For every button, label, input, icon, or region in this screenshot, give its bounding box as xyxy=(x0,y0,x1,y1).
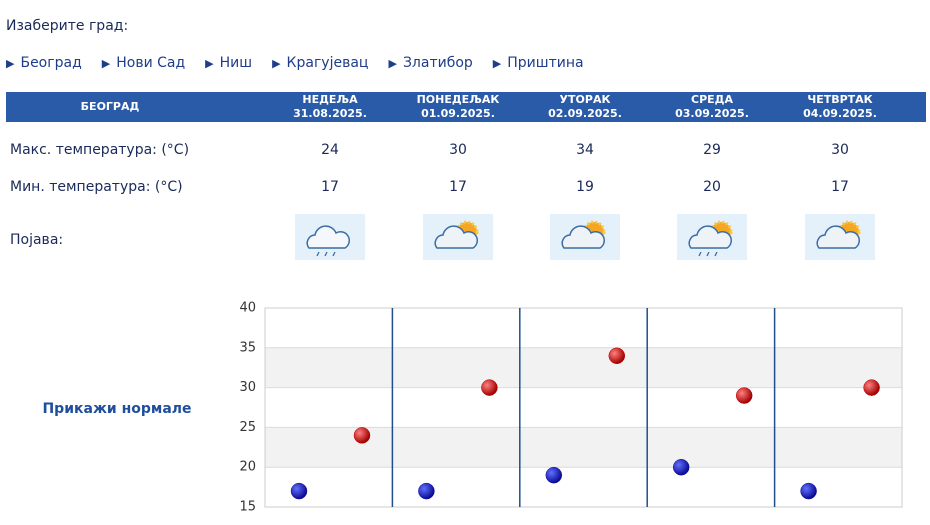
cell-value: 30 xyxy=(831,142,849,158)
city-link[interactable]: Ниш xyxy=(205,55,252,71)
point xyxy=(800,482,817,500)
day-name: СРЕДА xyxy=(691,93,733,106)
point xyxy=(608,347,626,365)
grid-band xyxy=(265,427,902,468)
y-tick-label: 20 xyxy=(239,460,256,475)
row-label: Макс. температура: (°C) xyxy=(10,142,189,158)
point xyxy=(481,379,498,396)
city-link[interactable]: Приштина xyxy=(493,55,583,71)
y-tick-label: 25 xyxy=(239,420,256,435)
day-date: 04.09.2025. xyxy=(803,107,877,120)
day-name: ЧЕТВРТАК xyxy=(807,93,872,106)
day-date: 31.08.2025. xyxy=(293,107,367,120)
day-date: 01.09.2025. xyxy=(421,107,495,120)
day-date: 03.09.2025. xyxy=(675,107,749,120)
weather-icon xyxy=(550,214,620,260)
header-bar xyxy=(6,92,926,122)
city-link[interactable]: Нови Сад xyxy=(102,55,185,71)
rain xyxy=(316,251,336,257)
point xyxy=(545,466,563,484)
city-list: Београд Нови Сад Ниш Крагујевац Златибор Приш… xyxy=(6,55,583,71)
cell-value: 24 xyxy=(321,142,339,158)
rain xyxy=(698,251,718,257)
cloud xyxy=(688,225,732,249)
point xyxy=(863,379,880,396)
point xyxy=(353,427,371,444)
day-name: УТОРАК xyxy=(560,93,611,106)
cloud xyxy=(816,225,860,249)
cell-value: 20 xyxy=(703,179,721,195)
y-tick-label: 35 xyxy=(239,340,256,355)
normals-link[interactable]: Прикажи нормале xyxy=(42,401,191,417)
grid-band xyxy=(265,347,902,388)
point xyxy=(290,482,308,500)
point xyxy=(672,458,690,476)
city-header: БЕОГРАД xyxy=(81,100,140,113)
cell-value: 19 xyxy=(576,179,594,195)
city-link[interactable]: Златибор xyxy=(388,55,473,71)
y-tick-label: 30 xyxy=(239,380,256,395)
day-name: НЕДЕЉА xyxy=(302,93,358,106)
day-date: 02.09.2025. xyxy=(548,107,622,120)
weather-icon xyxy=(805,214,875,260)
cell-value: 34 xyxy=(576,142,594,158)
cell-value: 17 xyxy=(321,179,339,195)
cell-value: 17 xyxy=(449,179,467,195)
cloud xyxy=(306,225,350,249)
point xyxy=(418,482,435,500)
cell-value: 30 xyxy=(449,142,467,158)
cloud xyxy=(434,225,478,249)
row-label: Мин. температура: (°C) xyxy=(10,179,183,195)
weather-icon xyxy=(677,214,747,260)
city-link[interactable]: Београд xyxy=(6,55,81,71)
point xyxy=(735,387,753,404)
cell-value: 17 xyxy=(831,179,849,195)
day-name: ПОНЕДЕЉАК xyxy=(417,93,500,106)
y-tick-label: 40 xyxy=(239,301,256,316)
weather-icon xyxy=(423,214,493,260)
cloud xyxy=(561,225,605,249)
city-link[interactable]: Крагујевац xyxy=(272,55,369,71)
cell-value: 29 xyxy=(703,142,721,158)
weather-icon xyxy=(295,214,365,260)
y-tick-label: 15 xyxy=(239,500,256,515)
prompt: Изаберите град: xyxy=(6,18,129,34)
phenomenon-label: Појава: xyxy=(10,232,63,248)
plot-frame xyxy=(264,307,903,508)
